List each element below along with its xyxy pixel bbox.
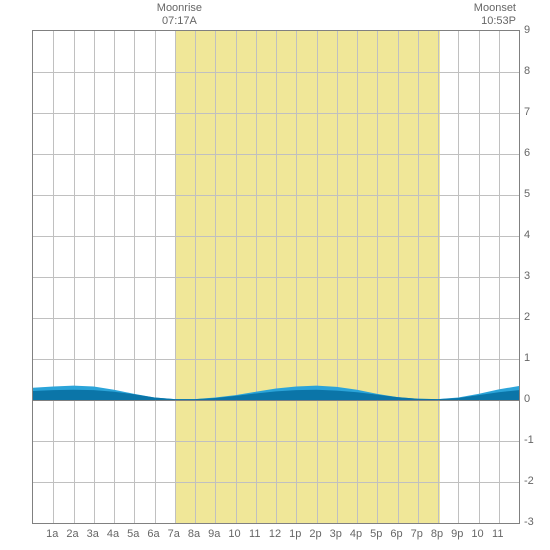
x-axis-label: 4p — [350, 528, 362, 540]
x-axis-label: 8p — [431, 528, 443, 540]
y-axis-label: 3 — [524, 270, 530, 282]
x-axis-label: 3a — [87, 528, 99, 540]
x-axis-label: 1p — [289, 528, 301, 540]
y-axis-label: 4 — [524, 229, 530, 241]
y-axis-label: -1 — [524, 434, 534, 446]
y-axis-label: -3 — [524, 516, 534, 528]
y-axis-label: 0 — [524, 393, 530, 405]
y-axis-label: 9 — [524, 24, 530, 36]
x-axis-label: 6a — [147, 528, 159, 540]
moonrise-label: Moonrise — [157, 2, 202, 14]
x-axis-label: 5a — [127, 528, 139, 540]
x-axis-label: 4a — [107, 528, 119, 540]
x-axis-label: 10 — [228, 528, 240, 540]
y-axis-label: 5 — [524, 188, 530, 200]
y-axis-label: -2 — [524, 475, 534, 487]
x-axis-label: 7a — [168, 528, 180, 540]
y-axis-label: 8 — [524, 65, 530, 77]
y-axis-label: 7 — [524, 106, 530, 118]
x-axis-label: 9a — [208, 528, 220, 540]
x-axis-label: 2p — [309, 528, 321, 540]
x-axis-label: 11 — [492, 528, 503, 540]
x-axis-label: 9p — [451, 528, 463, 540]
y-axis-label: 6 — [524, 147, 530, 159]
x-axis-label: 12 — [269, 528, 281, 540]
tide-chart: Moonrise07:17A Moonset10:53P 1a 2a 3a 4a 5a 6a… — [0, 0, 550, 550]
x-axis-label: 1a — [46, 528, 58, 540]
x-axis-label: 8a — [188, 528, 200, 540]
moonrise-time: 07:17A — [162, 15, 197, 27]
x-axis-label: 5p — [370, 528, 382, 540]
y-axis-label: 1 — [524, 352, 530, 364]
tide-series — [33, 31, 519, 523]
x-axis-label: 6p — [390, 528, 402, 540]
moonset-time: 10:53P — [481, 15, 516, 27]
x-axis-label: 3p — [330, 528, 342, 540]
x-axis-label: 2a — [66, 528, 78, 540]
x-axis-label: 7p — [411, 528, 423, 540]
moonset-label: Moonset — [474, 2, 516, 14]
y-axis-label: 2 — [524, 311, 530, 323]
x-axis-label: 10 — [471, 528, 483, 540]
plot-area — [32, 30, 520, 524]
x-axis-label: 11 — [249, 528, 260, 540]
